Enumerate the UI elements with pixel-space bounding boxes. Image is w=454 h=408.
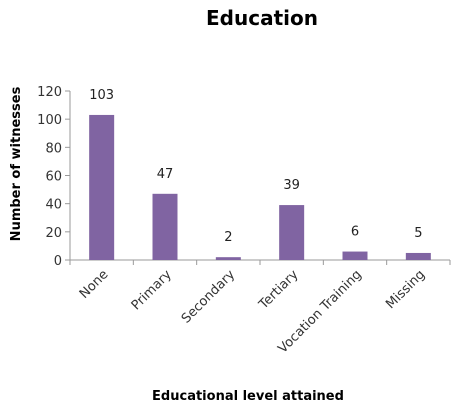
y-tick-label: 60 bbox=[45, 170, 62, 185]
bar bbox=[406, 253, 431, 260]
bar bbox=[216, 257, 241, 260]
category-label: Tertiary bbox=[256, 267, 302, 313]
bar bbox=[279, 205, 304, 260]
y-tick-label: 0 bbox=[54, 254, 62, 269]
y-tick-label: 40 bbox=[45, 198, 62, 213]
data-label: 2 bbox=[224, 230, 232, 245]
y-tick-label: 120 bbox=[37, 85, 62, 100]
bar bbox=[89, 115, 114, 260]
y-tick-label: 20 bbox=[45, 226, 62, 241]
category-label: None bbox=[77, 267, 112, 302]
category-label: Primary bbox=[129, 267, 175, 313]
chart-title: Education bbox=[206, 6, 318, 30]
plot-area: 0 20 40 60 80 100 120 103 None 47 Primary 2 Secondar… bbox=[37, 85, 450, 357]
data-label: 5 bbox=[414, 226, 422, 241]
category-label: Secondary bbox=[179, 267, 239, 327]
data-label: 47 bbox=[157, 167, 174, 182]
data-label: 6 bbox=[351, 225, 359, 240]
y-tick-label: 100 bbox=[37, 113, 62, 128]
data-label: 103 bbox=[89, 88, 114, 103]
bar bbox=[343, 252, 368, 260]
y-tick-label: 80 bbox=[45, 141, 62, 156]
data-label: 39 bbox=[283, 178, 300, 193]
y-axis-title: Number of witnesses bbox=[9, 86, 24, 241]
x-axis-title: Educational level attained bbox=[152, 389, 344, 404]
bar bbox=[153, 194, 178, 260]
category-label: Missing bbox=[383, 267, 428, 312]
